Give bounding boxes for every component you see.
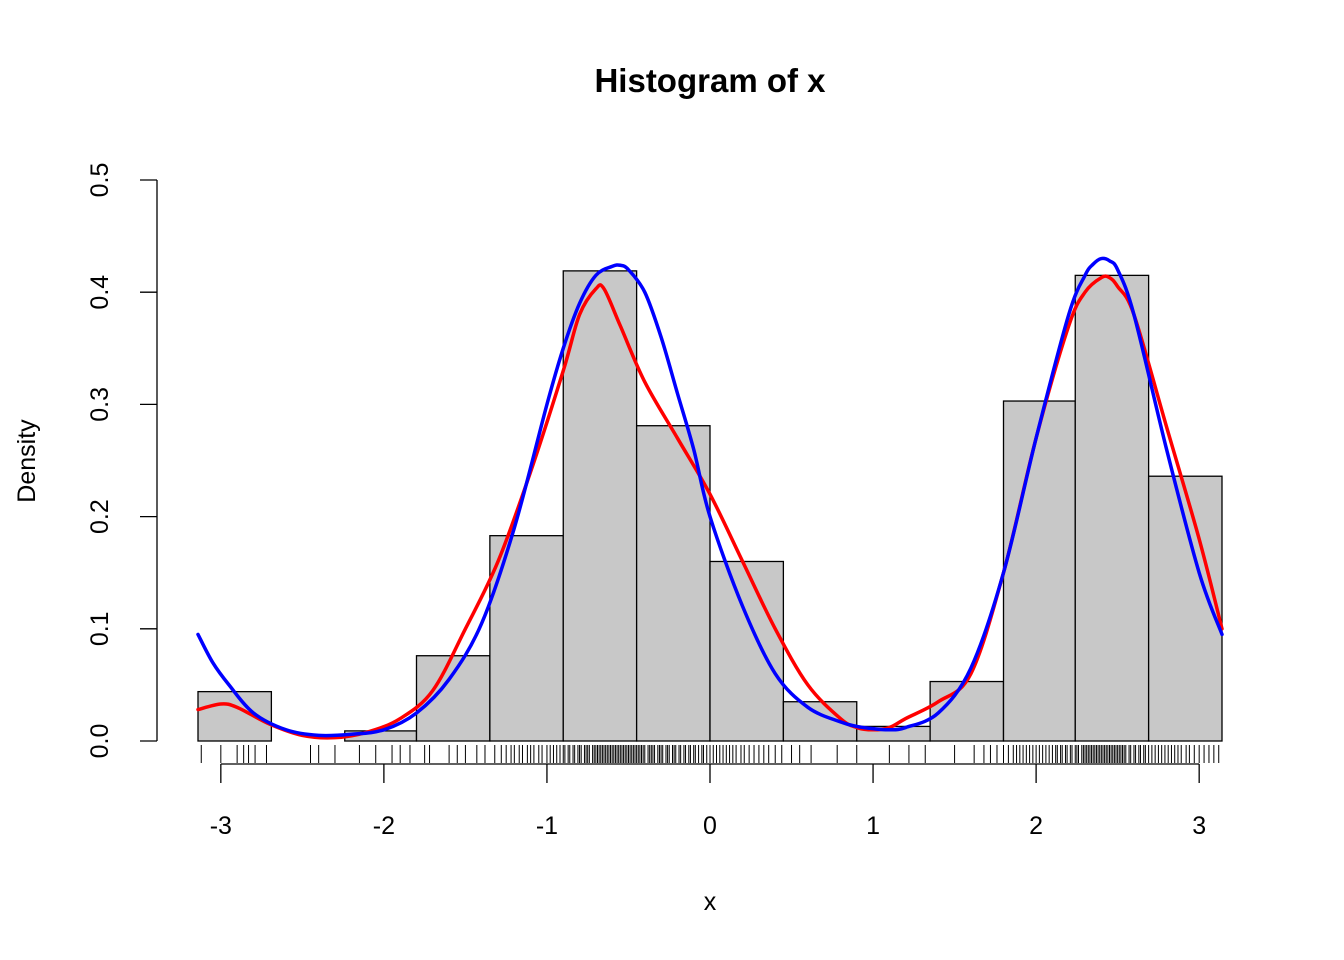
- y-tick-label: 0.5: [86, 163, 114, 198]
- density-curve-0: [196, 274, 1224, 740]
- x-axis-label: x: [704, 888, 717, 916]
- x-tick-label: 1: [866, 812, 880, 840]
- histogram-bar-7: [709, 560, 785, 742]
- histogram-bar-11: [1002, 400, 1076, 742]
- x-tick-label: -2: [373, 812, 395, 840]
- x-tick-label: -3: [210, 812, 232, 840]
- y-tick-label: 0.0: [86, 724, 114, 759]
- density-curve-1: [196, 256, 1224, 738]
- x-tick-label: 3: [1192, 812, 1206, 840]
- histogram-bar-5: [562, 270, 638, 742]
- y-axis-label: Density: [13, 419, 41, 503]
- density-curves: [196, 256, 1224, 740]
- x-tick-label: -1: [536, 812, 558, 840]
- y-tick-label: 0.1: [86, 611, 114, 646]
- histogram-bar-6: [635, 425, 711, 742]
- histogram-bar-12: [1074, 274, 1150, 742]
- y-axis: 0.0 0.1 0.2 0.3 0.4 0.5: [86, 163, 158, 759]
- x-tick-label: 2: [1029, 812, 1043, 840]
- chart-title: Histogram of x: [594, 62, 826, 99]
- rug-marks: [200, 745, 1220, 763]
- y-tick-label: 0.4: [86, 275, 114, 310]
- y-tick-label: 0.2: [86, 499, 114, 534]
- y-tick-label: 0.3: [86, 387, 114, 422]
- x-axis: -3 -2 -1 0 1 2 3: [210, 763, 1206, 840]
- histogram-bars: [197, 270, 1223, 742]
- x-tick-label: 0: [703, 812, 717, 840]
